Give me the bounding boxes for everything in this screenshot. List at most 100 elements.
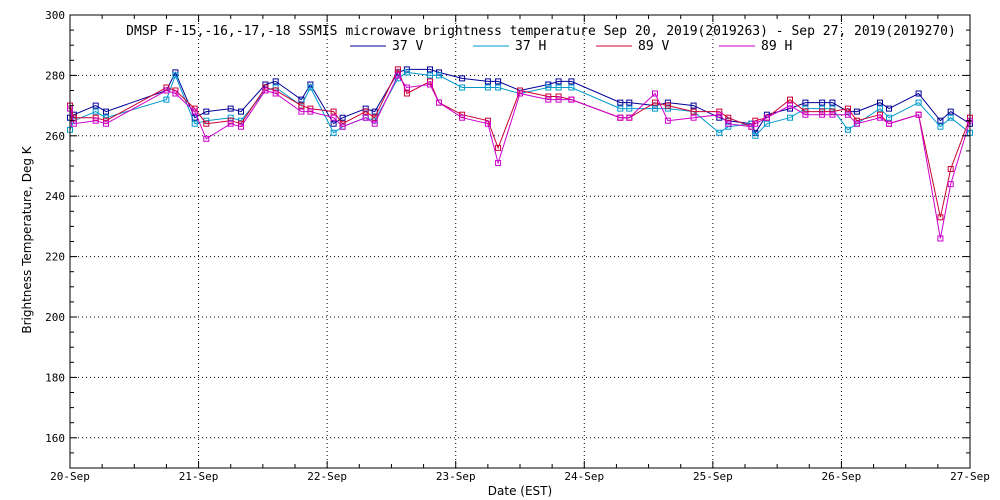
data-point — [829, 99, 836, 106]
data-point — [394, 72, 401, 79]
data-point — [853, 120, 860, 127]
data-point — [819, 99, 826, 106]
data-point — [495, 144, 502, 151]
data-point — [92, 102, 99, 109]
data-point — [716, 129, 723, 136]
chart-title: DMSP F-15,-16,-17,-18 SSMIS microwave br… — [126, 24, 956, 39]
series-89-h — [67, 72, 973, 242]
data-point — [844, 111, 851, 118]
data-point — [555, 84, 562, 91]
data-point — [427, 66, 433, 73]
data-point — [844, 126, 851, 133]
data-point — [203, 120, 210, 127]
data-point — [819, 108, 826, 115]
data-point — [886, 120, 892, 127]
legend: 37 V 37 H 89 V 89 H — [350, 39, 792, 54]
data-point — [915, 99, 922, 106]
data-point — [459, 75, 466, 82]
legend-item: 37 H — [473, 39, 546, 54]
data-point — [227, 105, 234, 112]
legend-item: 89 H — [719, 39, 792, 54]
data-point — [752, 132, 759, 139]
data-point — [877, 114, 883, 121]
data-point — [937, 235, 944, 242]
data-point — [172, 90, 179, 97]
y-axis-title: Brightness Temperature, Deg K — [20, 145, 34, 333]
data-point — [819, 111, 826, 118]
data-point — [203, 108, 210, 115]
data-point — [103, 108, 109, 115]
data-point — [427, 72, 433, 79]
data-point — [427, 78, 433, 85]
data-point — [915, 90, 922, 97]
data-point — [886, 105, 892, 112]
data-point — [92, 117, 99, 124]
data-point — [568, 96, 575, 103]
data-point — [330, 129, 337, 136]
data-point — [191, 108, 198, 115]
data-point — [787, 114, 793, 121]
data-point — [238, 123, 244, 130]
x-axis-title: Date (EST) — [488, 484, 552, 498]
data-point — [394, 66, 401, 73]
data-point — [652, 105, 658, 112]
legend-item: 89 V — [596, 39, 669, 54]
data-point — [495, 160, 502, 166]
data-point — [664, 117, 671, 124]
data-point — [947, 166, 954, 172]
data-point — [238, 108, 244, 115]
data-point — [339, 123, 346, 130]
data-point — [652, 99, 658, 106]
y-tick-label: 200 — [45, 311, 65, 324]
data-point — [272, 78, 279, 85]
y-tick-label: 260 — [45, 130, 65, 143]
data-point — [915, 111, 922, 118]
data-point — [690, 102, 697, 109]
data-point — [725, 120, 732, 127]
data-point — [787, 96, 793, 103]
data-point — [362, 108, 369, 115]
y-tick-label: 300 — [45, 9, 65, 22]
data-point — [626, 99, 633, 106]
data-point — [802, 108, 809, 115]
data-point — [495, 84, 502, 91]
legend-item: 37 V — [350, 39, 423, 54]
data-point — [555, 96, 562, 103]
data-point — [203, 135, 210, 142]
data-point — [517, 90, 523, 97]
data-point — [403, 90, 410, 97]
x-tick-label: 26-Sep — [822, 470, 862, 483]
data-point — [690, 108, 697, 115]
y-tick-label: 220 — [45, 251, 65, 264]
data-point — [829, 111, 836, 118]
data-point — [459, 114, 466, 121]
data-point — [716, 111, 723, 118]
data-point — [626, 105, 633, 112]
data-point — [763, 114, 770, 121]
data-point — [555, 93, 562, 100]
data-point — [877, 105, 883, 112]
data-point — [339, 114, 346, 121]
data-point — [330, 120, 337, 127]
data-point — [484, 84, 491, 91]
data-point — [298, 108, 305, 115]
data-point — [163, 96, 170, 103]
data-point — [163, 87, 170, 94]
data-point — [664, 102, 671, 109]
legend-label: 37 V — [392, 39, 423, 54]
y-tick-label: 240 — [45, 190, 65, 203]
x-tick-label: 21-Sep — [179, 470, 219, 483]
data-point — [752, 120, 759, 127]
data-point — [191, 120, 198, 127]
y-tick-label: 160 — [45, 432, 65, 445]
x-tick-label: 20-Sep — [50, 470, 90, 483]
data-point — [371, 120, 378, 127]
data-point — [403, 69, 410, 76]
data-point — [545, 93, 552, 100]
series-line — [69, 74, 971, 239]
legend-label: 37 H — [515, 39, 546, 54]
data-point — [484, 120, 491, 127]
data-point — [617, 114, 624, 121]
data-point — [568, 78, 575, 85]
